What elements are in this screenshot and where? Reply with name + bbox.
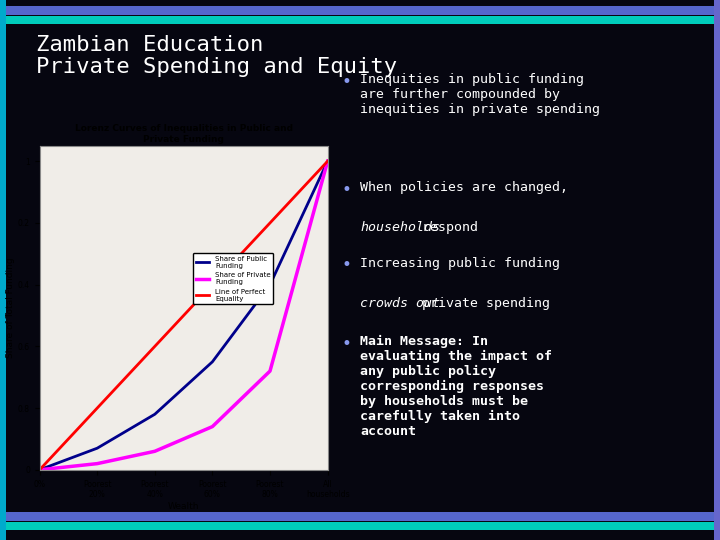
Share of Private
Funding	[323, 158, 332, 165]
Share of Private
Funding	[266, 368, 274, 374]
Text: crowds out: crowds out	[360, 297, 440, 310]
X-axis label: Wealth: Wealth	[168, 502, 199, 511]
Share of Private
Funding	[35, 467, 44, 473]
Text: Increasing public funding: Increasing public funding	[360, 256, 560, 269]
Text: Inequities in public funding
are further compounded by
inequities in private spe: Inequities in public funding are further…	[360, 73, 600, 116]
Y-axis label: Share of Total Funding: Share of Total Funding	[6, 258, 15, 358]
Text: households: households	[360, 221, 440, 234]
Share of Public
Funding	[208, 359, 217, 365]
Share of Private
Funding	[208, 423, 217, 430]
Text: private spending: private spending	[414, 297, 550, 310]
Share of Public
Funding	[150, 411, 159, 417]
Line: Share of Public
Funding: Share of Public Funding	[40, 161, 328, 470]
Text: •: •	[342, 73, 352, 91]
Text: Private Spending and Equity: Private Spending and Equity	[36, 57, 397, 77]
Line: Share of Private
Funding: Share of Private Funding	[40, 161, 328, 470]
Share of Public
Funding	[35, 467, 44, 473]
Text: respond: respond	[414, 221, 478, 234]
Text: •: •	[342, 335, 352, 353]
Share of Public
Funding	[323, 158, 332, 165]
Text: Zambian Education: Zambian Education	[36, 35, 264, 55]
Text: •: •	[342, 256, 352, 274]
Title: Lorenz Curves of Inequalities in Public and
Private Funding: Lorenz Curves of Inequalities in Public …	[75, 124, 292, 144]
Share of Private
Funding	[150, 448, 159, 455]
Share of Public
Funding	[266, 281, 274, 288]
Text: When policies are changed,: When policies are changed,	[360, 181, 568, 194]
Text: •: •	[342, 181, 352, 199]
Share of Private
Funding	[93, 461, 102, 467]
Share of Public
Funding	[93, 445, 102, 451]
Text: Main Message: In
evaluating the impact of
any public policy
corresponding respon: Main Message: In evaluating the impact o…	[360, 335, 552, 438]
Legend: Share of Public
Funding, Share of Private
Funding, Line of Perfect
Equality: Share of Public Funding, Share of Privat…	[193, 253, 274, 305]
